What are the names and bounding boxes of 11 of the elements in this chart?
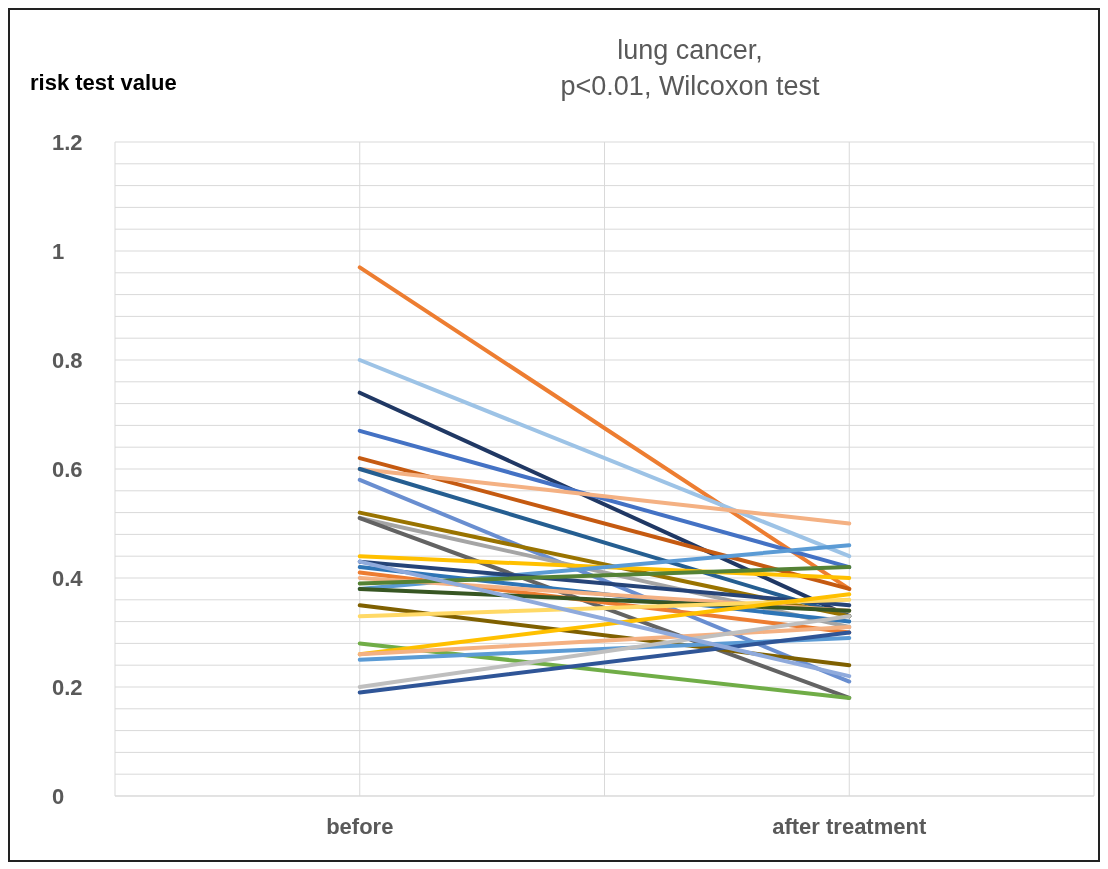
x-tick-label: before [326,813,394,839]
y-axis-title: risk test value [30,70,177,96]
x-tick-label: after treatment [772,813,927,839]
y-tick-label: 1.2 [52,129,83,155]
y-tick-label: 0.8 [52,347,83,373]
chart-title: lung cancer, p<0.01, Wilcoxon test [559,34,821,103]
y-tick-label: 1 [52,238,65,264]
y-tick-label: 0 [52,783,65,809]
y-tick-label: 0.6 [52,456,83,482]
y-tick-label: 0.4 [52,565,84,591]
y-tick-label: 0.2 [52,674,83,700]
